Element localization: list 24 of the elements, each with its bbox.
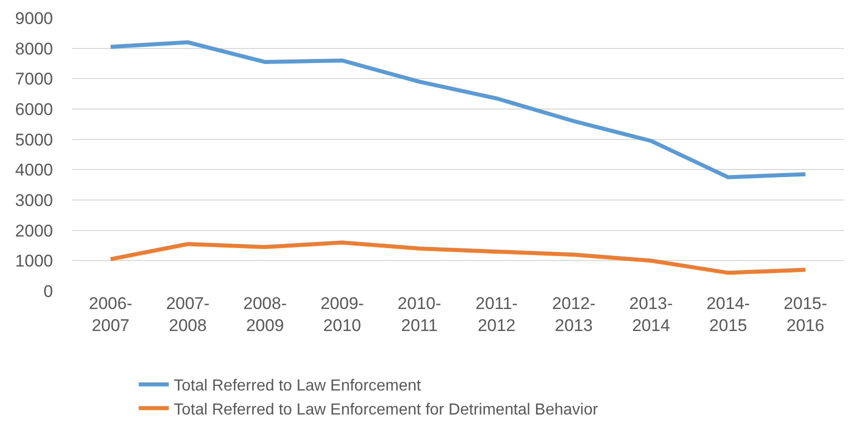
x-tick-label: 2007-2008 [166, 294, 210, 336]
x-tick-label: 2012-2013 [552, 294, 596, 336]
y-tick-label: 1000 [15, 252, 53, 271]
x-tick-label: 2013-2014 [629, 294, 673, 336]
x-tick-label: 2010-2011 [398, 294, 442, 336]
line-series [108, 40, 808, 180]
x-tick-label: 2014-2015 [706, 294, 750, 336]
x-tick-label: 2006-2007 [88, 294, 132, 336]
y-tick-label: 3000 [15, 190, 53, 210]
y-tick-label: 2000 [15, 221, 53, 240]
x-tick-label: 2011-2012 [475, 294, 518, 336]
x-tick-label: 2009-2010 [320, 294, 364, 336]
y-tick-label: 0 [44, 282, 53, 301]
x-tick-label: 2008-2009 [243, 294, 287, 336]
legend-label: Total Referred to Law Enforcement [174, 378, 422, 395]
line-series [108, 240, 808, 275]
y-tick-label: 5000 [15, 130, 53, 150]
legend-label: Total Referred to Law Enforcement for Detrimental Behavior [174, 401, 599, 418]
y-tick-label: 6000 [15, 100, 53, 119]
y-tick-label: 8000 [15, 39, 53, 58]
y-tick-label: 4000 [15, 160, 53, 180]
y-tick-label: 9000 [15, 8, 53, 28]
x-tick-label: 2015-2016 [784, 294, 828, 336]
y-tick-label: 7000 [15, 70, 53, 89]
